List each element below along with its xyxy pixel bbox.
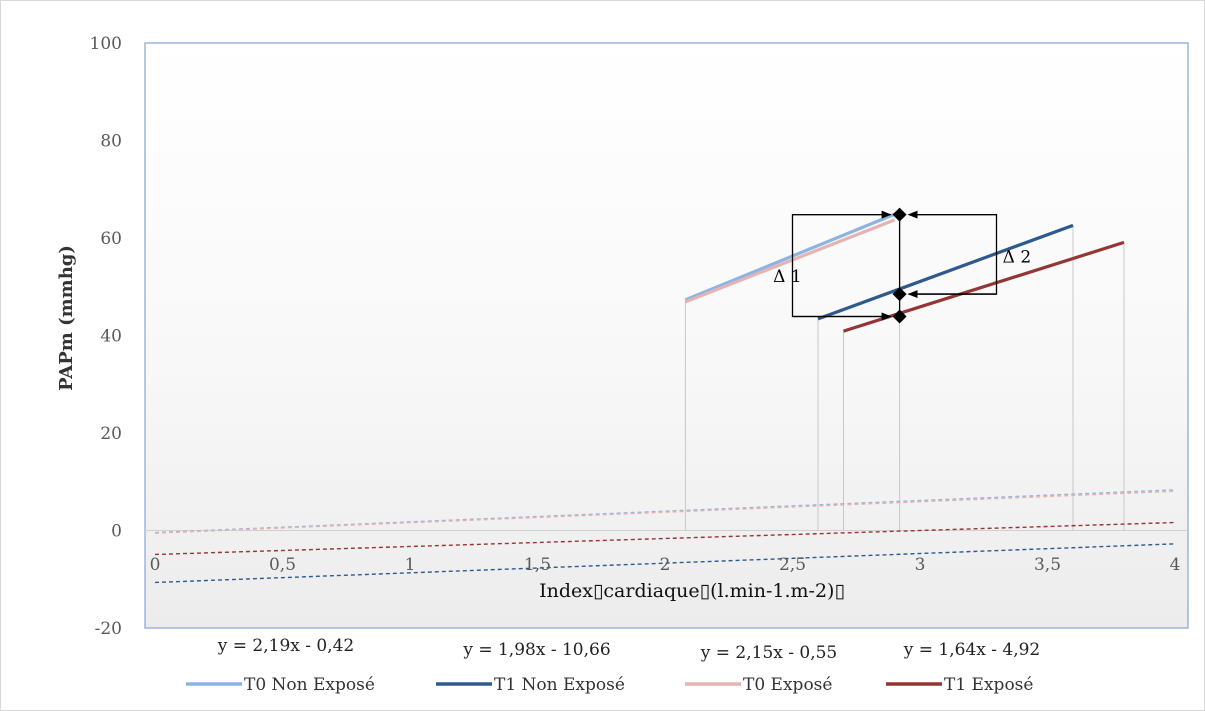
y-axis-label: PAPm (mmhg)	[56, 245, 77, 391]
legend-label: T0 Exposé	[743, 675, 832, 695]
y-tick-label: 60	[100, 229, 122, 249]
diamond-marker-2	[892, 309, 907, 324]
series-line-1	[817, 223, 1074, 321]
equation-label-2: y = 2,15x - 0,55	[700, 643, 838, 663]
y-tick-label: 40	[100, 327, 122, 347]
legend-item-1: T1 Non Exposé	[436, 675, 625, 695]
trendline-1	[154, 543, 1176, 584]
equation-label-3: y = 1,64x - 4,92	[903, 640, 1041, 660]
y-tick-label: 100	[90, 34, 122, 54]
plot-area: Δ 1 Δ 2	[144, 42, 1189, 629]
y-tick-label: 0	[111, 522, 122, 542]
equation-label-0: y = 2,19x - 0,42	[217, 636, 355, 656]
legend: T0 Non Exposé T1 Non Exposé T0 Exposé T1 Ex…	[186, 675, 1033, 695]
axis-ticks: -20 0 20 40 60 80 100 0 0,5 1 1,5 2 2,5 3 3,5 4	[90, 34, 1181, 639]
legend-label: T1 Non Exposé	[494, 675, 625, 695]
x-tick-label: 3	[915, 555, 926, 575]
legend-label: T0 Non Exposé	[244, 675, 375, 695]
delta-label-2: Δ 2	[1003, 247, 1032, 267]
diamond-marker-1	[892, 287, 907, 302]
x-tick-label: 4	[1170, 555, 1181, 575]
delta-label-1: Δ 1	[773, 267, 802, 287]
x-tick-label: 2	[660, 555, 671, 575]
series-line-2	[684, 218, 896, 304]
y-tick-label: -20	[95, 619, 122, 639]
x-tick-label: 1	[405, 555, 416, 575]
legend-item-3: T1 Exposé	[886, 675, 1033, 695]
x-tick-label: 2,5	[779, 555, 806, 575]
x-tick-label: 3,5	[1034, 555, 1061, 575]
trendline-0	[154, 489, 1176, 534]
y-tick-label: 20	[100, 424, 122, 444]
y-tick-label: 80	[100, 132, 122, 152]
equation-label-1: y = 1,98x - 10,66	[462, 640, 610, 660]
legend-item-2: T0 Exposé	[685, 675, 832, 695]
trendline-2	[154, 490, 1176, 534]
trendline-equations: y = 2,19x - 0,42 y = 1,98x - 10,66 y = 2,1…	[217, 636, 1041, 663]
bracket-1	[791, 210, 892, 321]
x-tick-label: 0,5	[269, 555, 296, 575]
x-axis-label: Index▯cardiaque▯(l.min-1.m-2)▯	[539, 580, 845, 602]
x-tick-label: 0	[150, 555, 161, 575]
bracket-2	[907, 210, 998, 299]
plot-border	[144, 42, 1189, 629]
diamond-marker-0	[892, 207, 907, 222]
legend-label: T1 Exposé	[944, 675, 1033, 695]
trendline-3	[154, 521, 1176, 556]
x-tick-label: 1,5	[524, 555, 551, 575]
legend-item-0: T0 Non Exposé	[186, 675, 375, 695]
